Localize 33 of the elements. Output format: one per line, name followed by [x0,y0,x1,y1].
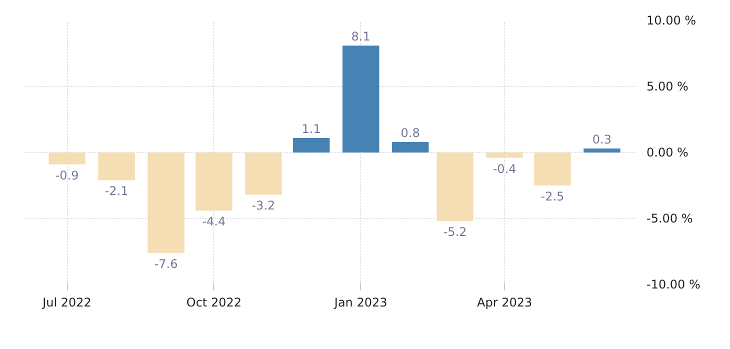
data-label: -7.6 [154,256,178,271]
bar [534,152,571,186]
bar [486,152,523,158]
x-tick-label: Apr 2023 [477,296,532,310]
data-label: 0.8 [400,126,420,140]
y-tick-label: -10.00 % [646,278,700,292]
data-label: -0.9 [55,168,79,182]
y-tick-label: 10.00 % [646,14,696,28]
y-tick-label: 5.00 % [646,80,688,94]
y-tick-label: -5.00 % [646,212,693,226]
x-tick-label: Jul 2022 [42,296,92,310]
bar [342,46,380,152]
data-label: -4.4 [202,214,226,229]
x-tick-label: Jan 2023 [333,296,388,310]
y-tick-label: 0.00 % [646,146,688,160]
bar [245,152,282,195]
data-label: -2.1 [104,184,128,198]
bar [98,152,135,180]
data-label: -3.2 [252,198,276,213]
bar [584,148,620,152]
data-label: -2.5 [540,190,564,204]
data-label: -0.4 [492,162,516,176]
bar [48,152,86,164]
data-label: 0.3 [592,132,612,147]
bar [292,138,330,152]
data-label: 8.1 [351,30,370,44]
bar [196,152,232,211]
bar [392,142,429,152]
x-tick-label: Oct 2022 [186,296,242,310]
data-label: -5.2 [443,225,467,240]
data-label: 1.1 [302,122,321,136]
bar [436,152,474,222]
bar [148,152,184,253]
